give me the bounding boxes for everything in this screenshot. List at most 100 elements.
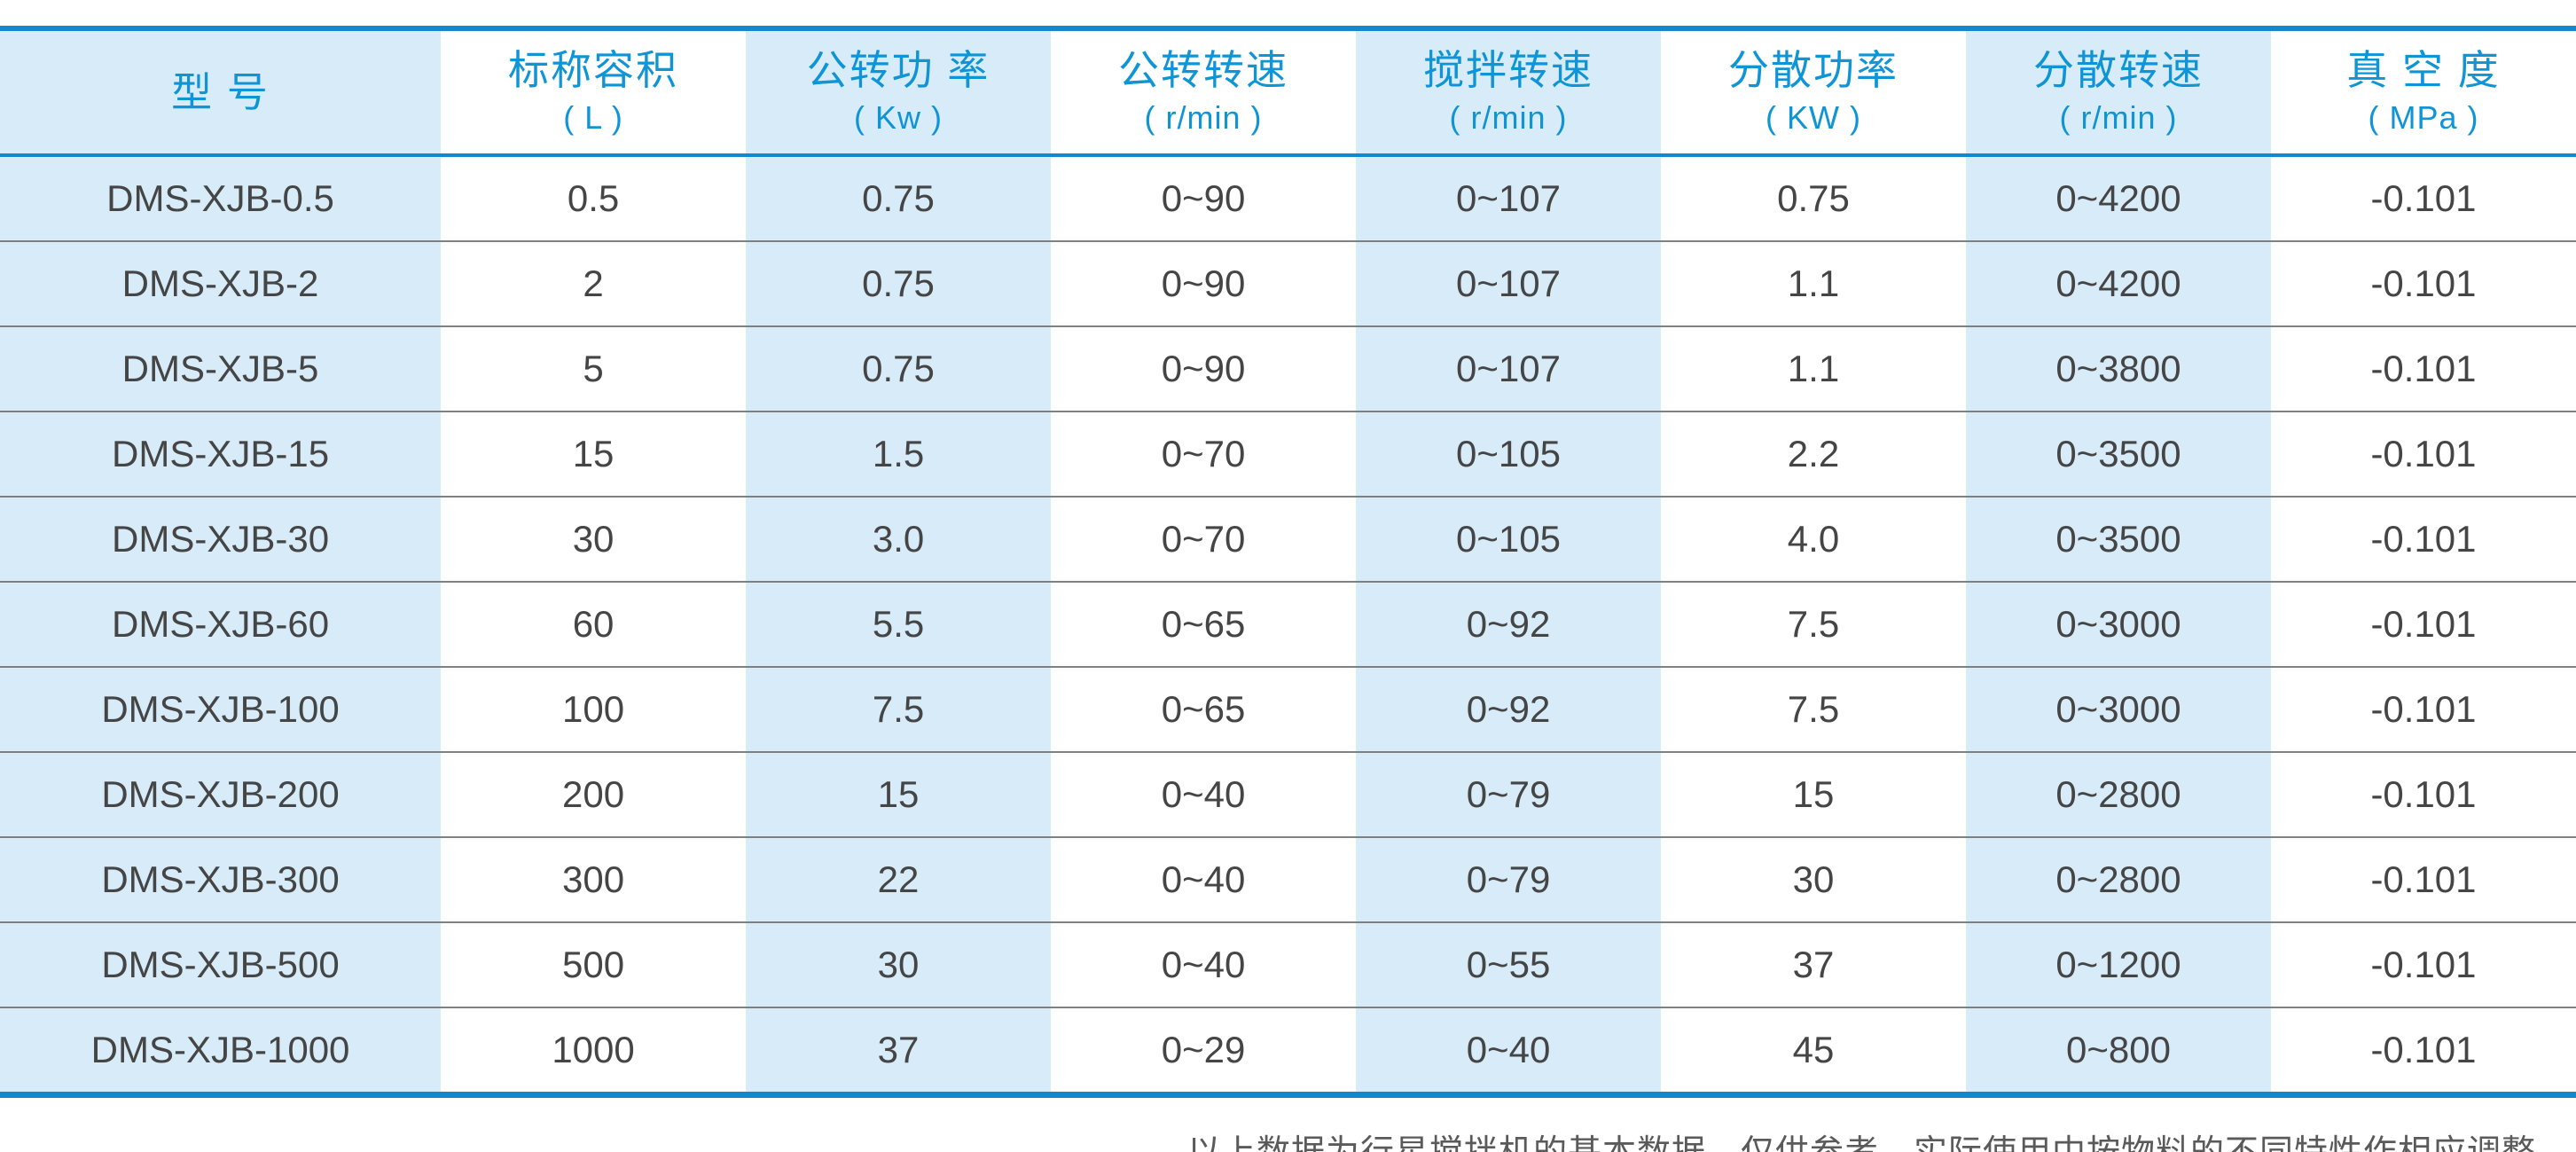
value-cell: 7.5: [1661, 667, 1966, 753]
table-row: DMS-XJB-100 100 7.5 0~65 0~92 7.5 0~3000 -0.101: [0, 667, 2576, 753]
col-header-label: 型 号: [171, 69, 270, 115]
value-cell: -0.101: [2270, 411, 2576, 498]
value-cell: 15: [746, 752, 1052, 838]
col-header-2: 标称容积 ( L ): [441, 28, 747, 157]
col-header-label: 分散转速: [2032, 47, 2204, 93]
model-cell: DMS-XJB-30: [0, 497, 442, 583]
value-cell: -0.101: [2270, 155, 2576, 242]
table-header: 型 号 标称容积( L ) 公转功 率 ( Kw ) 公转转速 ( r/min ) 搅拌转速…: [0, 28, 2576, 157]
value-cell: 0~70: [1051, 411, 1357, 498]
value-cell: 0~3800: [1965, 326, 2271, 412]
value-cell: 45: [1661, 1007, 1966, 1095]
value-cell: 0~40: [1356, 1007, 1661, 1095]
model-cell: DMS-XJB-500: [0, 922, 442, 1008]
value-cell: 7.5: [1661, 582, 1966, 668]
col-header-label: 分散功率: [1727, 47, 1899, 93]
value-cell: 0~800: [1965, 1007, 2271, 1095]
value-cell: -0.101: [2270, 326, 2576, 412]
table-row: DMS-XJB-200 200 15 0~40 0~79 15 0~2800 -0.101: [0, 752, 2576, 838]
col-header-unit: ( KW ): [1766, 99, 1861, 136]
model-cell: DMS-XJB-1000: [0, 1007, 442, 1095]
value-cell: 60: [441, 582, 747, 668]
col-header-6: 分散功率 ( KW ): [1661, 28, 1966, 157]
value-cell: 0~79: [1356, 837, 1661, 923]
value-cell: -0.101: [2270, 497, 2576, 583]
value-cell: 0.75: [746, 326, 1052, 412]
value-cell: 500: [441, 922, 747, 1008]
col-header-unit: ( r/min ): [1144, 99, 1263, 136]
value-cell: 0~92: [1356, 582, 1661, 668]
table-row: DMS-XJB-0.5 0.5 0.75 0~90 0~107 0.75 0~4200 -0.…: [0, 155, 2576, 242]
value-cell: 15: [1661, 752, 1966, 838]
value-cell: 0~65: [1051, 667, 1357, 753]
value-cell: 1.1: [1661, 326, 1966, 412]
model-cell: DMS-XJB-15: [0, 411, 442, 498]
col-header-unit: ( r/min ): [2059, 99, 2178, 136]
col-header-label: 搅拌转速: [1423, 47, 1593, 93]
value-cell: 0~2800: [1965, 837, 2271, 923]
model-cell: DMS-XJB-60: [0, 582, 442, 668]
value-cell: 100: [441, 667, 747, 753]
col-header-label: 公转功 率: [806, 47, 990, 93]
value-cell: 0~3000: [1965, 582, 2271, 668]
value-cell: 0~55: [1356, 922, 1661, 1008]
value-cell: -0.101: [2270, 1007, 2576, 1095]
value-cell: 0~79: [1356, 752, 1661, 838]
value-cell: 0~1200: [1965, 922, 2271, 1008]
table-row: DMS-XJB-500 500 30 0~40 0~55 37 0~1200 -0.101: [0, 922, 2576, 1008]
col-header-label: 公转转速: [1118, 47, 1289, 93]
table-row: DMS-XJB-60 60 5.5 0~65 0~92 7.5 0~3000 -0.101: [0, 582, 2576, 668]
value-cell: 2: [441, 241, 747, 327]
value-cell: 0.5: [441, 155, 747, 242]
value-cell: 30: [441, 497, 747, 583]
value-cell: 0~3000: [1965, 667, 2271, 753]
spec-table: 型 号 标称容积( L ) 公转功 率 ( Kw ) 公转转速 ( r/min ) 搅拌转速…: [0, 26, 2576, 1098]
value-cell: 0.75: [746, 155, 1052, 242]
value-cell: 15: [441, 411, 747, 498]
value-cell: -0.101: [2270, 241, 2576, 327]
value-cell: 30: [1661, 837, 1966, 923]
value-cell: 0.75: [746, 241, 1052, 327]
value-cell: 0~90: [1051, 241, 1357, 327]
value-cell: 0~40: [1051, 837, 1357, 923]
value-cell: 1.1: [1661, 241, 1966, 327]
value-cell: 0~92: [1356, 667, 1661, 753]
col-header-unit: ( Kw ): [854, 99, 943, 136]
value-cell: 300: [441, 837, 747, 923]
col-header-unit: ( L ): [563, 99, 623, 136]
value-cell: 0~90: [1051, 326, 1357, 412]
header-row: 型 号 标称容积( L ) 公转功 率 ( Kw ) 公转转速 ( r/min ) 搅拌转速…: [0, 28, 2576, 157]
col-header-unit: ( MPa ): [2368, 99, 2479, 136]
value-cell: 2.2: [1661, 411, 1966, 498]
col-header-3: 公转功 率 ( Kw ): [746, 28, 1052, 157]
value-cell: 0~90: [1051, 155, 1357, 242]
table-body: DMS-XJB-0.5 0.5 0.75 0~90 0~107 0.75 0~4200 -0.…: [0, 155, 2576, 1095]
value-cell: -0.101: [2270, 837, 2576, 923]
model-cell: DMS-XJB-0.5: [0, 155, 442, 242]
footnote: 以上数据为行星搅拌机的基本数据，仅供参考，实际使用中按物料的不同特性作相应调整。: [1186, 1132, 2571, 1152]
col-header-8: 真 空 度 ( MPa ): [2270, 28, 2576, 157]
value-cell: 0~3500: [1965, 411, 2271, 498]
table-row: DMS-XJB-15 15 1.5 0~70 0~105 2.2 0~3500 -0.101: [0, 411, 2576, 498]
value-cell: -0.101: [2270, 752, 2576, 838]
value-cell: 1000: [441, 1007, 747, 1095]
value-cell: 0~3500: [1965, 497, 2271, 583]
value-cell: 0~107: [1356, 155, 1661, 242]
col-header-label: 真 空 度: [2346, 47, 2501, 93]
value-cell: 5.5: [746, 582, 1052, 668]
value-cell: 200: [441, 752, 747, 838]
value-cell: -0.101: [2270, 667, 2576, 753]
table-row: DMS-XJB-2 2 0.75 0~90 0~107 1.1 0~4200 -0.101: [0, 241, 2576, 327]
col-header-unit: ( r/min ): [1449, 99, 1568, 136]
value-cell: 22: [746, 837, 1052, 923]
value-cell: 0~107: [1356, 326, 1661, 412]
col-header-7: 分散转速 ( r/min ): [1965, 28, 2271, 157]
value-cell: 37: [746, 1007, 1052, 1095]
value-cell: -0.101: [2270, 922, 2576, 1008]
value-cell: 0~4200: [1965, 155, 2271, 242]
value-cell: 0~40: [1051, 922, 1357, 1008]
table-row: DMS-XJB-300 300 22 0~40 0~79 30 0~2800 -0.101: [0, 837, 2576, 923]
value-cell: 0~70: [1051, 497, 1357, 583]
